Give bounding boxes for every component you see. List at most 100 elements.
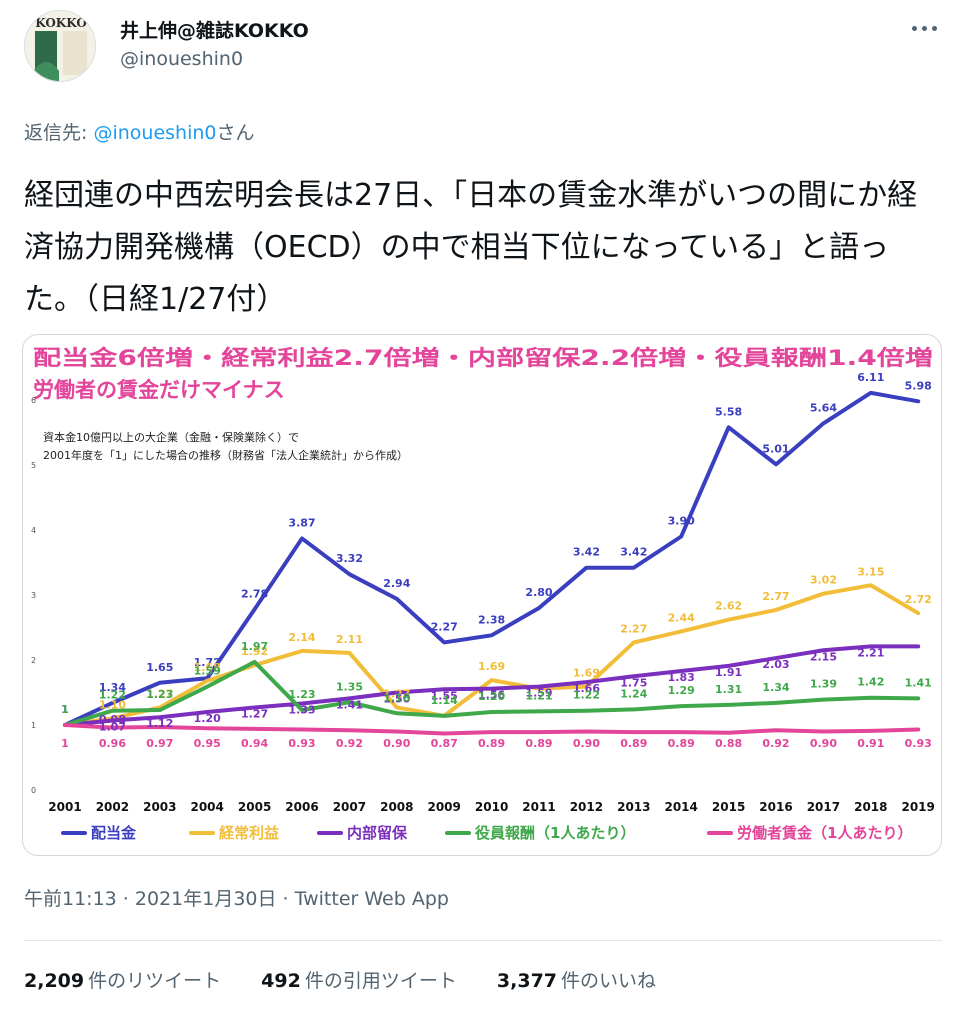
series-point-0 <box>300 536 304 540</box>
data-label: 2.15 <box>810 650 837 663</box>
data-label: 1.66 <box>573 682 600 695</box>
data-label: 1.56 <box>478 689 505 702</box>
series-point-2 <box>584 680 588 684</box>
series-point-4 <box>347 728 351 732</box>
data-label: 1.21 <box>525 689 552 702</box>
retweets-stat[interactable]: 2,209 件のリツイート <box>24 966 221 993</box>
data-label: 2.94 <box>383 577 410 590</box>
reply-prefix: 返信先: <box>24 122 94 144</box>
series-point-0 <box>584 566 588 570</box>
data-label: 1.59 <box>525 687 552 700</box>
tweet-media-chart[interactable]: 配当金6倍増・経常利益2.7倍増・内部留保2.2倍増・役員報酬1.4倍増 労働者… <box>22 334 942 856</box>
retweets-label: 件のリツイート <box>88 970 222 992</box>
series-point-0 <box>679 535 683 538</box>
data-label: 1.27 <box>383 687 410 700</box>
data-label: 2.44 <box>668 611 695 624</box>
series-point-4 <box>821 730 825 733</box>
x-tick-label: 2019 <box>901 800 934 814</box>
series-point-3 <box>395 711 399 715</box>
series-point-2 <box>869 644 873 648</box>
series-point-0 <box>632 566 636 570</box>
data-label: 2.11 <box>336 633 363 646</box>
series-point-0 <box>869 391 873 395</box>
series-point-2 <box>205 710 209 714</box>
data-label: 1.29 <box>668 684 695 697</box>
data-label: 2.78 <box>241 587 268 600</box>
series-point-2 <box>679 669 683 673</box>
series-point-4 <box>490 730 494 734</box>
data-label: 1.22 <box>99 689 126 702</box>
series-point-0 <box>395 597 399 601</box>
tweet-header: KOKKO 井上伸@雑誌KOKKO @inoueshin0 <box>0 0 964 96</box>
data-label: 1.27 <box>241 707 268 720</box>
tweet-meta: 午前11:13 · 2021年1月30日 · Twitter Web App <box>24 884 449 911</box>
meta-separator: · <box>276 888 295 910</box>
series-point-4 <box>584 730 588 733</box>
data-label: 0.93 <box>288 737 315 750</box>
data-label: 2.27 <box>431 620 458 633</box>
tweet-date[interactable]: 2021年1月30日 <box>134 888 277 910</box>
quotes-stat[interactable]: 492 件の引用ツイート <box>261 966 457 993</box>
data-label: 3.42 <box>620 546 647 559</box>
data-label: 0.89 <box>525 737 552 750</box>
data-label: 1.23 <box>146 688 173 701</box>
data-label: 0.92 <box>336 737 363 750</box>
more-options-button[interactable] <box>906 18 946 42</box>
series-point-1 <box>916 611 920 615</box>
data-label: 1 <box>61 737 69 750</box>
series-point-1 <box>584 685 588 689</box>
series-point-3 <box>442 714 446 718</box>
data-label: 1.31 <box>715 683 742 696</box>
chart-title: 配当金6倍増・経常利益2.7倍増・内部留保2.2倍増・役員報酬1.4倍増 <box>33 346 933 370</box>
tweet-source-app[interactable]: Twitter Web App <box>294 888 449 910</box>
data-label: 0.97 <box>146 737 173 750</box>
y-tick-label: 5 <box>31 461 36 470</box>
data-label: 0.98 <box>99 713 126 726</box>
series-point-4 <box>205 726 209 730</box>
series-point-2 <box>774 656 778 660</box>
data-label: 5.58 <box>715 405 742 418</box>
x-tick-label: 2017 <box>807 800 840 814</box>
series-point-0 <box>774 462 778 466</box>
tweet-time[interactable]: 午前11:13 <box>24 888 117 910</box>
series-point-2 <box>253 705 257 709</box>
author-name[interactable]: 井上伸@雑誌KOKKO <box>120 20 309 42</box>
chart-note-line-2: 2001年度を「1」にした場合の推移（財務省「法人企業統計」から作成） <box>43 448 408 462</box>
reply-user-link[interactable]: @inoueshin0 <box>93 122 217 144</box>
data-label: 2.62 <box>715 600 742 613</box>
avatar[interactable]: KOKKO <box>24 10 96 82</box>
series-point-1 <box>821 592 825 596</box>
series-point-1 <box>632 640 636 644</box>
data-label: 1.75 <box>620 676 647 689</box>
data-label: 0.90 <box>383 737 410 750</box>
author-handle[interactable]: @inoueshin0 <box>120 48 244 70</box>
x-tick-label: 2004 <box>190 800 223 814</box>
series-point-0 <box>110 701 114 705</box>
y-tick-label: 4 <box>31 526 36 535</box>
data-label: 1.50 <box>383 693 410 706</box>
data-label: 1.59 <box>194 665 221 678</box>
series-point-4 <box>537 730 541 734</box>
data-label: 2.03 <box>762 658 789 671</box>
series-point-4 <box>63 723 67 727</box>
y-tick-label: 6 <box>31 396 36 405</box>
data-label: 3.42 <box>573 546 600 559</box>
series-point-2 <box>300 702 304 706</box>
x-tick-label: 2010 <box>475 800 508 814</box>
series-point-2 <box>442 687 446 691</box>
likes-label: 件のいいね <box>561 970 657 992</box>
data-label: 0.89 <box>478 737 505 750</box>
data-label: 1.23 <box>288 688 315 701</box>
data-label: 2.80 <box>525 586 552 599</box>
series-point-4 <box>395 730 399 733</box>
quotes-label: 件の引用ツイート <box>304 970 457 992</box>
x-tick-label: 2006 <box>285 800 318 814</box>
series-point-2 <box>158 715 162 719</box>
legend-label: 役員報酬（1人あたり） <box>475 824 635 842</box>
data-label: 0.88 <box>715 737 742 750</box>
x-tick-label: 2011 <box>522 800 555 814</box>
data-label: 1.39 <box>810 678 837 691</box>
x-tick-label: 2008 <box>380 800 413 814</box>
series-point-4 <box>110 726 114 730</box>
likes-stat[interactable]: 3,377 件のいいね <box>497 966 656 993</box>
